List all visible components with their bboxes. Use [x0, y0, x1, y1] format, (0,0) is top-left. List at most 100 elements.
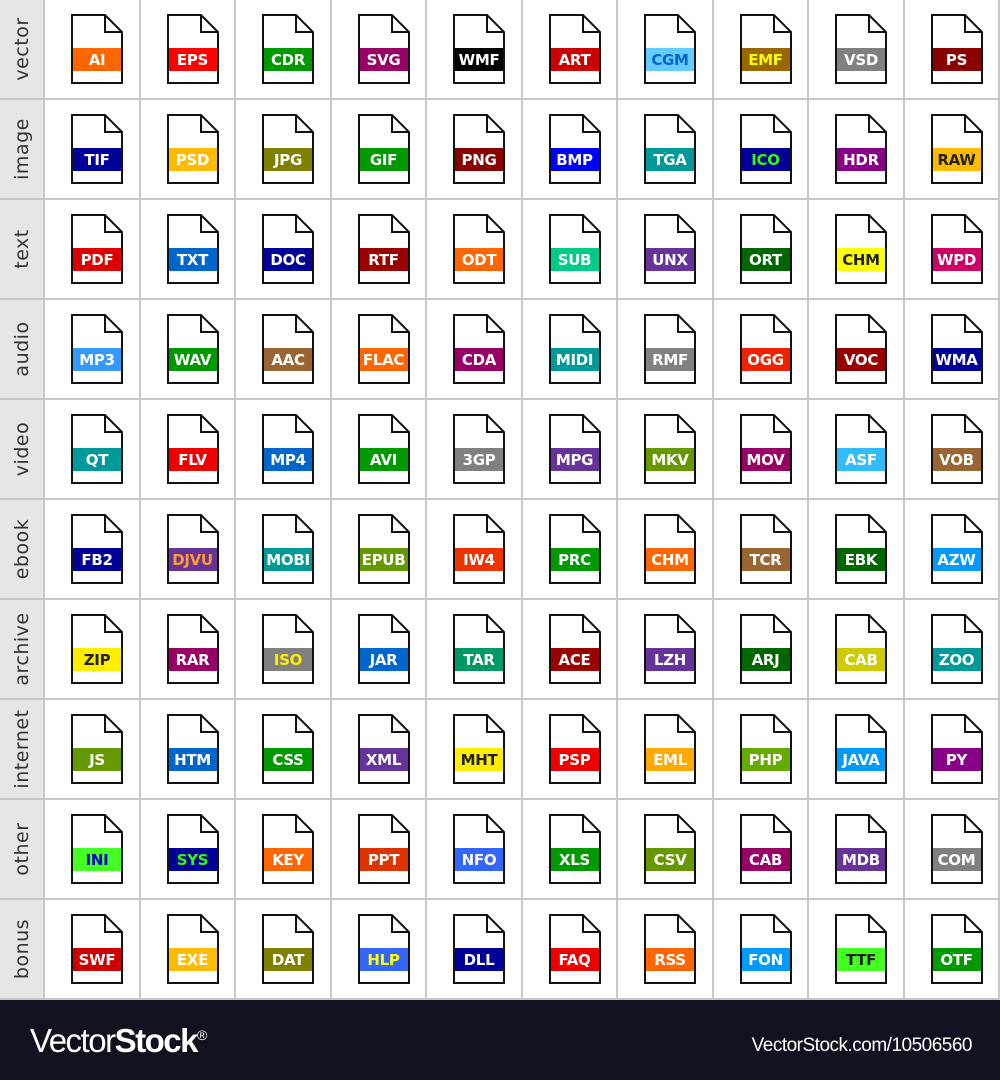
file-cell: COM — [905, 800, 1000, 898]
file-cell: KEY — [236, 800, 332, 898]
file-icon: RTF — [357, 214, 410, 284]
file-icon: PPT — [357, 814, 410, 884]
file-cell: ZOO — [905, 600, 1000, 698]
file-icon: AI — [71, 14, 123, 84]
file-cell: DJVU — [141, 500, 236, 598]
file-type-icon-grid: vector AI EPS CDR SVG — [0, 0, 1000, 1000]
file-cell: PSP — [523, 700, 618, 798]
file-cell: TIF — [45, 100, 141, 198]
file-icon: DJVU — [166, 514, 219, 584]
file-extension-label: UNX — [646, 248, 694, 271]
file-extension-label: PSD — [168, 148, 217, 171]
file-cell: MDB — [809, 800, 905, 898]
file-cell: VOC — [809, 300, 905, 398]
file-extension-label: SWF — [73, 948, 121, 971]
file-cell: RTF — [332, 200, 427, 298]
row-label: image — [0, 100, 45, 198]
file-extension-label: MHT — [455, 748, 503, 771]
vectorstock-logo: VectorStock® — [30, 1022, 207, 1060]
file-extension-label: RTF — [359, 248, 408, 271]
file-icon: ACE — [548, 614, 601, 684]
row-label: audio — [0, 300, 45, 398]
file-icon: CAB — [835, 614, 887, 684]
file-cell: ISO — [236, 600, 332, 698]
file-icon: ZIP — [71, 614, 123, 684]
file-cell: ODT — [427, 200, 523, 298]
file-extension-label: NFO — [455, 848, 503, 871]
file-extension-label: DLL — [455, 948, 503, 971]
file-extension-label: XLS — [550, 848, 599, 871]
file-cell: WAV — [141, 300, 236, 398]
file-cell: JS — [45, 700, 141, 798]
file-cell: CGM — [618, 0, 714, 98]
file-icon: MP3 — [71, 314, 123, 384]
row-label-text: bonus — [10, 918, 33, 980]
file-icon: EXE — [166, 914, 219, 984]
file-cell: CSV — [618, 800, 714, 898]
row-vector: vector AI EPS CDR SVG — [0, 0, 1000, 100]
file-icon: TGA — [644, 114, 696, 184]
file-icon: HTM — [166, 714, 219, 784]
file-cell: EMF — [714, 0, 809, 98]
file-extension-label: AAC — [264, 348, 312, 371]
file-extension-label: PSP — [550, 748, 599, 771]
file-cell: FON — [714, 900, 809, 998]
file-icon: BMP — [548, 114, 601, 184]
file-extension-label: EML — [646, 748, 694, 771]
file-extension-label: 3GP — [455, 448, 503, 471]
row-bonus: bonus SWF EXE DAT HLP — [0, 900, 1000, 1000]
file-cell: NFO — [427, 800, 523, 898]
file-extension-label: TXT — [168, 248, 217, 271]
file-extension-label: MDB — [837, 848, 885, 871]
file-icon: MP4 — [262, 414, 314, 484]
file-extension-label: WMA — [932, 348, 981, 371]
file-extension-label: MKV — [646, 448, 694, 471]
file-extension-label: MP3 — [73, 348, 121, 371]
file-cell: FLAC — [332, 300, 427, 398]
file-extension-label: VOC — [837, 348, 885, 371]
file-extension-label: ARJ — [741, 648, 790, 671]
row-label-text: other — [10, 822, 33, 876]
row-other: other INI SYS KEY PPT — [0, 800, 1000, 900]
file-icon: EBK — [835, 514, 887, 584]
file-extension-label: JAVA — [837, 748, 885, 771]
row-archive: archive ZIP RAR ISO JAR — [0, 600, 1000, 700]
file-icon: RMF — [644, 314, 696, 384]
file-cell: SYS — [141, 800, 236, 898]
file-cell: OGG — [714, 300, 809, 398]
file-cell: LZH — [618, 600, 714, 698]
file-icon: MDB — [835, 814, 887, 884]
row-label: text — [0, 200, 45, 298]
file-extension-label: RMF — [646, 348, 694, 371]
row-label-text: internet — [10, 709, 33, 789]
file-cell: ARJ — [714, 600, 809, 698]
file-cell: SVG — [332, 0, 427, 98]
file-extension-label: EPS — [168, 48, 217, 71]
file-icon: PNG — [453, 114, 505, 184]
file-icon: MIDI — [548, 314, 601, 384]
file-icon: EMF — [739, 14, 792, 84]
file-icon: SYS — [166, 814, 219, 884]
file-icon: NFO — [453, 814, 505, 884]
file-cell: IW4 — [427, 500, 523, 598]
file-cell: ART — [523, 0, 618, 98]
file-cell: AVI — [332, 400, 427, 498]
row-label: bonus — [0, 900, 45, 998]
file-icon: ART — [548, 14, 601, 84]
file-cell: CDA — [427, 300, 523, 398]
file-extension-label: LZH — [646, 648, 694, 671]
file-extension-label: TIF — [73, 148, 121, 171]
row-internet: internet JS HTM CSS XML — [0, 700, 1000, 800]
row-video: video QT FLV MP4 AVI — [0, 400, 1000, 500]
file-extension-label: AVI — [359, 448, 408, 471]
file-extension-label: KEY — [264, 848, 312, 871]
file-extension-label: INI — [73, 848, 121, 871]
file-icon: FAQ — [548, 914, 601, 984]
file-cell: RMF — [618, 300, 714, 398]
registered-mark: ® — [196, 1027, 207, 1043]
file-extension-label: PDF — [73, 248, 121, 271]
file-cell: MHT — [427, 700, 523, 798]
file-icon: INI — [71, 814, 123, 884]
footer-bar: VectorStock® VectorStock.com/10506560 — [0, 1000, 1000, 1080]
file-cell: CSS — [236, 700, 332, 798]
